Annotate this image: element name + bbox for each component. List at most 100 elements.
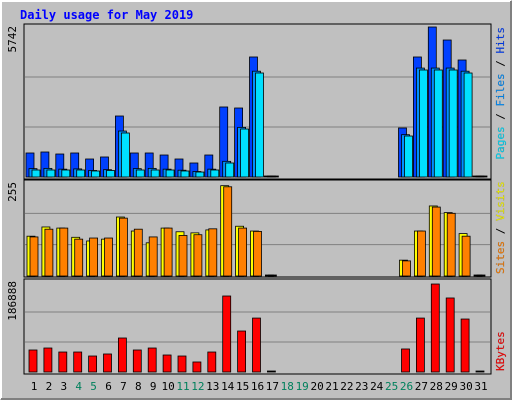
legend-entry: Pages <box>494 126 507 159</box>
x-tick-label: 12 <box>191 380 204 393</box>
bar <box>267 274 277 277</box>
bar <box>401 348 410 373</box>
y-max-label: 5742 <box>6 26 19 53</box>
x-tick-label: 17 <box>266 380 279 393</box>
bar <box>58 351 68 373</box>
bar <box>44 228 54 277</box>
bar <box>433 69 443 178</box>
bar <box>460 318 470 373</box>
x-tick-label: 5 <box>90 380 97 393</box>
bar <box>223 186 233 277</box>
bar <box>222 295 232 373</box>
bar <box>253 230 262 277</box>
x-tick-label: 16 <box>251 380 264 393</box>
x-tick-label: 20 <box>310 380 323 393</box>
bar <box>178 235 188 277</box>
bar <box>89 237 98 277</box>
bar <box>266 370 276 373</box>
legend: Sites / Visits <box>494 181 507 274</box>
x-tick-label: 15 <box>236 380 249 393</box>
bar <box>29 236 39 277</box>
bar <box>478 175 488 178</box>
bar <box>255 72 264 178</box>
bar <box>135 169 145 178</box>
bar <box>463 72 473 178</box>
bar <box>416 230 426 277</box>
bar <box>121 132 130 178</box>
bar <box>118 337 127 373</box>
y-max-label: 255 <box>6 182 19 202</box>
bar <box>269 175 279 178</box>
bar <box>43 347 53 373</box>
x-tick-label: 23 <box>355 380 368 393</box>
x-tick-label: 2 <box>46 380 53 393</box>
x-tick-label: 19 <box>296 380 309 393</box>
y-max-label: 186888 <box>6 281 19 321</box>
bar <box>195 171 205 178</box>
bar <box>106 170 115 178</box>
legend-entry: Visits <box>494 181 507 221</box>
bar <box>163 227 173 277</box>
x-tick-label: 22 <box>340 380 353 393</box>
bar <box>133 228 143 277</box>
bar <box>404 135 413 178</box>
chart-title: Daily usage for May 2019 <box>20 8 193 22</box>
x-tick-label: 24 <box>370 380 384 393</box>
bar <box>476 274 486 277</box>
bar <box>445 297 455 373</box>
bar <box>402 260 411 277</box>
bar <box>73 351 83 373</box>
bar <box>76 169 86 178</box>
bar <box>91 170 100 178</box>
x-tick-label: 31 <box>474 380 487 393</box>
bar <box>418 69 428 178</box>
bar <box>192 361 202 373</box>
legend-separator: / <box>494 107 507 127</box>
bar <box>193 234 203 277</box>
bar <box>104 237 113 277</box>
bar <box>103 353 112 373</box>
bar <box>207 351 217 373</box>
x-tick-label: 13 <box>206 380 219 393</box>
legend-entry: Hits <box>494 27 507 54</box>
bar <box>446 212 456 277</box>
bar <box>415 317 425 373</box>
bar <box>177 355 187 373</box>
x-tick-label: 27 <box>415 380 428 393</box>
x-tick-label: 7 <box>120 380 127 393</box>
bar <box>59 227 69 277</box>
bar <box>46 169 56 178</box>
bar <box>132 349 142 373</box>
x-tick-label: 14 <box>221 380 235 393</box>
bar <box>61 169 71 178</box>
bar <box>208 228 218 277</box>
x-tick-label: 6 <box>105 380 112 393</box>
bar <box>475 370 485 373</box>
x-tick-label: 28 <box>430 380 443 393</box>
x-tick-label: 26 <box>400 380 413 393</box>
bar <box>147 347 157 373</box>
x-tick-label: 30 <box>459 380 472 393</box>
bar <box>119 217 128 277</box>
bar <box>238 227 248 277</box>
x-tick-label: 9 <box>150 380 157 393</box>
bar <box>150 169 160 178</box>
x-tick-label: 18 <box>281 380 294 393</box>
bar <box>165 169 175 178</box>
bar <box>162 354 172 373</box>
bar <box>148 236 158 277</box>
bar <box>237 330 247 373</box>
x-tick-label: 21 <box>325 380 338 393</box>
bar <box>430 283 440 373</box>
x-tick-label: 8 <box>135 380 142 393</box>
bar <box>28 349 38 373</box>
x-tick-label: 25 <box>385 380 398 393</box>
x-tick-label: 1 <box>31 380 38 393</box>
legend: Pages / Files / Hits <box>494 27 507 160</box>
x-tick-label: 29 <box>445 380 458 393</box>
x-tick-label: 11 <box>176 380 189 393</box>
x-tick-label: 4 <box>75 380 82 393</box>
